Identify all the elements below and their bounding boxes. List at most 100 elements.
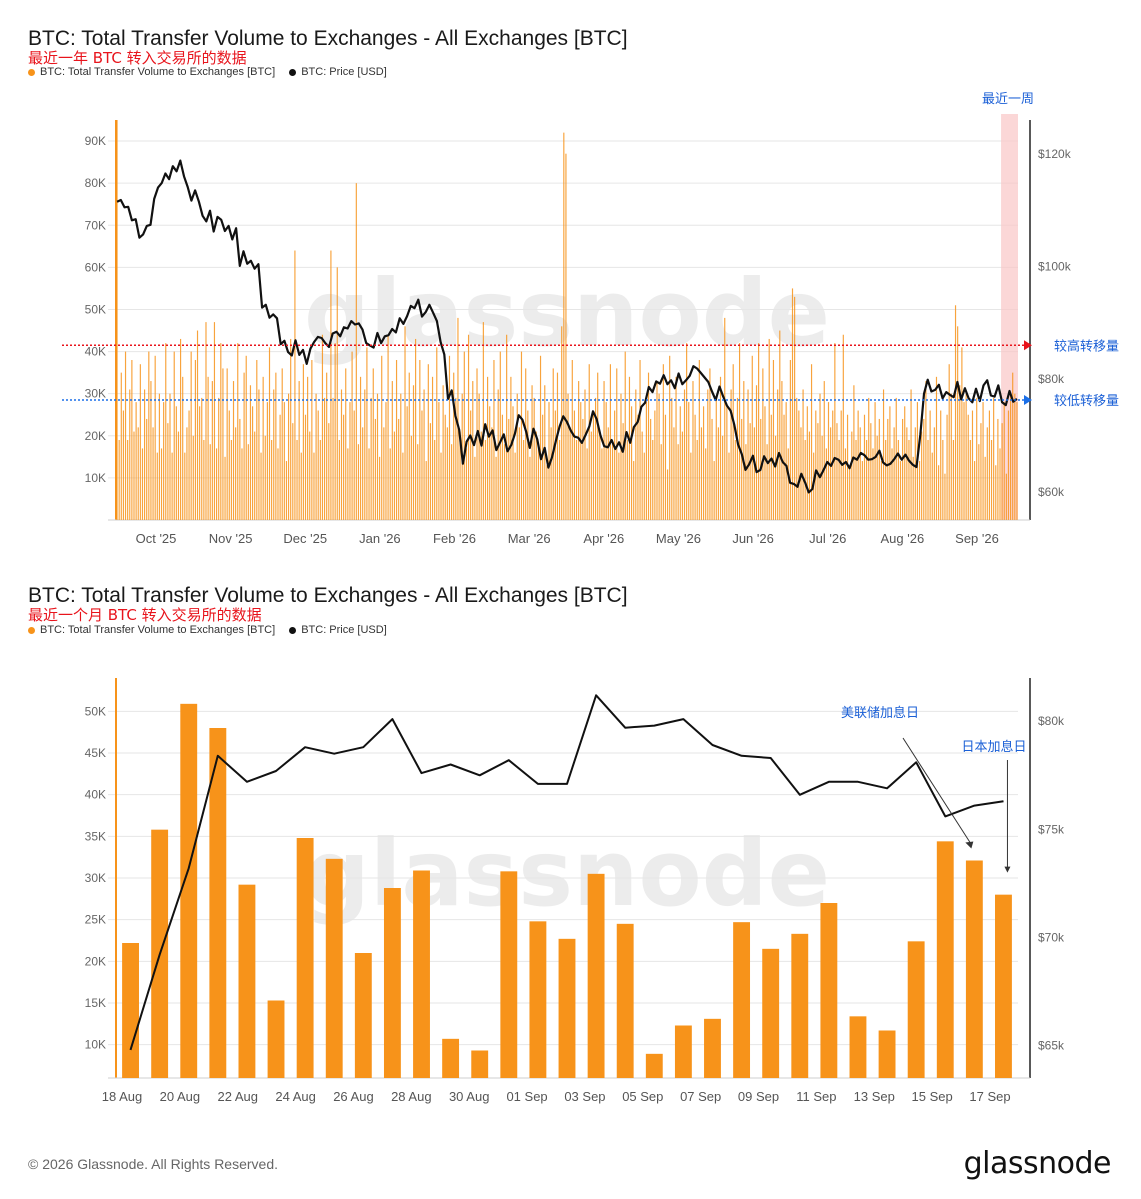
volume-bar	[846, 414, 849, 520]
volume-bar	[880, 461, 883, 520]
y-left-tick-label: 45K	[85, 746, 106, 760]
legend-item-price[interactable]: BTC: Price [USD]	[289, 66, 387, 78]
y-left-tick-label: 15K	[85, 996, 106, 1010]
volume-bar	[160, 448, 163, 520]
volume-bar	[887, 418, 889, 520]
volume-bar	[222, 368, 224, 520]
legend-item-volume[interactable]: BTC: Total Transfer Volume to Exchanges …	[28, 624, 275, 636]
volume-bar	[717, 427, 719, 520]
volume-bar	[607, 427, 609, 520]
volume-bar	[408, 372, 410, 520]
volume-bar	[946, 414, 948, 520]
x-tick-label: 15 Sep	[912, 1089, 953, 1104]
volume-bar	[954, 305, 957, 520]
volume-bar	[673, 427, 675, 520]
volume-bar	[351, 351, 353, 520]
volume-bar	[506, 334, 508, 520]
volume-bar	[658, 393, 660, 520]
volume-bar	[537, 448, 539, 520]
volume-bar	[938, 465, 940, 520]
volume-bar	[527, 410, 529, 520]
x-tick-label: Mar '26	[508, 531, 551, 546]
volume-bar	[779, 330, 781, 520]
volume-bar	[144, 389, 146, 520]
volume-bar	[1001, 423, 1003, 520]
y-left-tick-label: 20K	[85, 954, 106, 968]
volume-bar	[510, 376, 512, 520]
volume-bar	[268, 347, 271, 520]
volume-bar	[491, 427, 493, 520]
volume-bar	[124, 351, 127, 520]
volume-bar	[186, 427, 188, 520]
volume-bar	[417, 444, 419, 520]
volume-bar	[482, 322, 484, 520]
volume-bar	[366, 347, 368, 520]
volume-bar	[209, 728, 227, 1078]
volume-bar	[188, 410, 190, 520]
volume-bar	[548, 402, 550, 520]
chart1-panel: BTC: Total Transfer Volume to Exchanges …	[0, 0, 1141, 570]
volume-bar	[974, 461, 976, 520]
y-left-tick-label: 25K	[85, 913, 106, 927]
volume-bar	[152, 427, 154, 520]
x-tick-label: Aug '26	[881, 531, 925, 546]
chart1-legend: BTC: Total Transfer Volume to Exchanges …	[28, 66, 401, 78]
volume-bar	[311, 360, 313, 520]
legend-item-price[interactable]: BTC: Price [USD]	[289, 624, 387, 636]
volume-bar	[688, 402, 690, 520]
y-left-tick-label: 50K	[85, 302, 106, 316]
x-tick-label: 18 Aug	[102, 1089, 143, 1104]
legend-item-volume[interactable]: BTC: Total Transfer Volume to Exchanges …	[28, 66, 275, 78]
y-left-tick-label: 40K	[85, 788, 106, 802]
volume-bar	[372, 368, 374, 520]
volume-bar	[442, 385, 444, 520]
volume-bar	[235, 427, 237, 520]
volume-bar	[446, 427, 448, 520]
volume-bar	[802, 389, 804, 520]
volume-bar	[448, 355, 451, 520]
volume-bar	[719, 376, 722, 520]
volume-bar	[552, 368, 554, 520]
volume-bar	[158, 393, 160, 520]
volume-bar	[228, 410, 230, 520]
volume-bar	[677, 444, 679, 520]
volume-bar	[878, 1030, 896, 1078]
volume-bar	[419, 360, 421, 520]
volume-bar	[129, 389, 131, 520]
volume-bar	[838, 440, 840, 520]
volume-bar	[539, 355, 542, 520]
volume-bar	[986, 427, 988, 520]
volume-bar	[201, 397, 203, 520]
volume-bar	[825, 448, 827, 520]
volume-bar	[177, 431, 180, 520]
volume-bar	[961, 347, 963, 520]
volume-bar	[863, 414, 866, 520]
volume-bar	[425, 461, 427, 520]
volume-bar	[965, 860, 983, 1078]
volume-bar	[791, 933, 809, 1078]
volume-bar	[455, 397, 457, 520]
chart2-title: BTC: Total Transfer Volume to Exchanges …	[28, 584, 628, 607]
volume-bar	[733, 922, 751, 1078]
volume-bar	[283, 402, 285, 520]
x-tick-label: 03 Sep	[564, 1089, 605, 1104]
volume-bar	[484, 440, 487, 520]
volume-bar	[317, 410, 319, 520]
volume-bar	[895, 397, 897, 520]
volume-bar	[597, 372, 599, 520]
volume-bar	[180, 703, 198, 1078]
volume-bar	[359, 376, 362, 520]
volume-bar	[412, 385, 415, 520]
volume-bar	[245, 355, 247, 520]
volume-bar	[440, 452, 442, 520]
y-left-tick-label: 35K	[85, 829, 106, 843]
volume-bar	[393, 431, 396, 520]
x-tick-label: 17 Sep	[969, 1089, 1010, 1104]
volume-bar	[728, 452, 730, 520]
volume-bar	[601, 448, 603, 520]
volume-bar	[292, 423, 294, 520]
y-right-tick-label: $70k	[1038, 930, 1065, 944]
volume-bar	[702, 406, 705, 520]
volume-bar	[643, 452, 645, 520]
volume-bar	[923, 418, 925, 520]
